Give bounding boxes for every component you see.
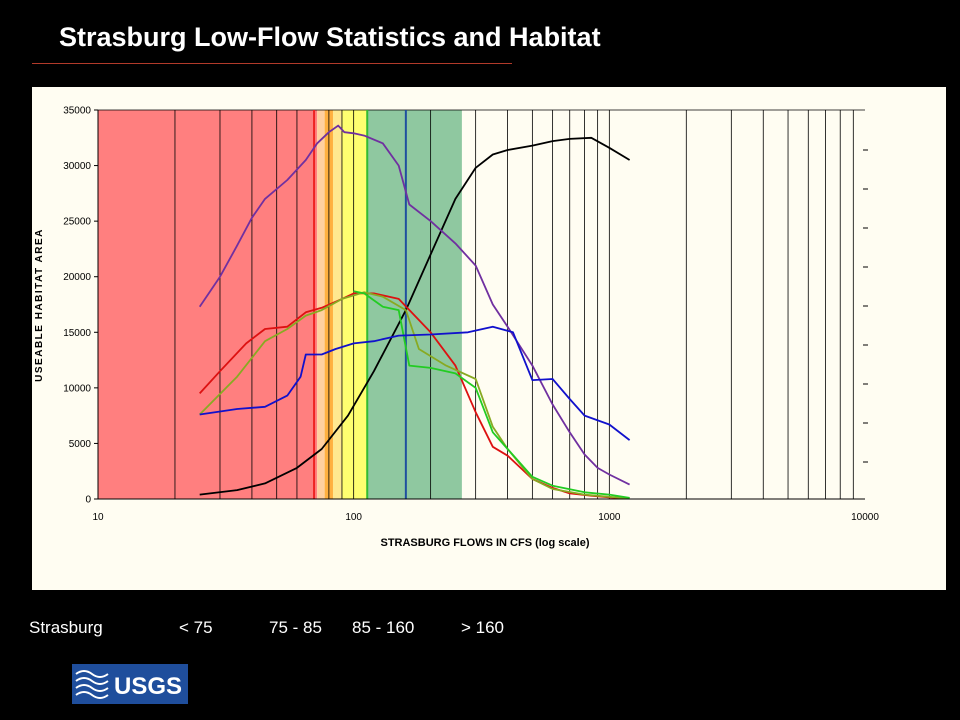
x-tick-label: 10000 [851, 512, 879, 523]
x-tick-label: 1000 [598, 512, 621, 523]
series-lines [198, 124, 631, 500]
flow-band-0 [98, 110, 318, 499]
grid-lines [98, 109, 865, 499]
tick-labels: 0 5000 10000 15000 20000 25000 30000 35000 10 100… [63, 106, 879, 524]
logo-background [72, 664, 188, 704]
legend-bin-high: > 160 [461, 618, 505, 637]
legend-bin-75-85: 75 - 85 [269, 618, 322, 637]
legend-bin-85-160: 85 - 160 [352, 618, 415, 637]
habitat-flow-chart: 0 5000 10000 15000 20000 25000 30000 35000 10 100… [34, 106, 879, 550]
series-line-1 [198, 124, 631, 486]
axes [94, 109, 865, 500]
chart-panel: 0 5000 10000 15000 20000 25000 30000 35000 10 100… [32, 87, 946, 590]
right-axis-ticks [863, 149, 868, 463]
series-line-0 [199, 136, 631, 496]
y-tick-label: 0 [85, 495, 91, 506]
series-line-5 [199, 325, 631, 441]
series-line-3 [199, 291, 630, 500]
y-axis-label: USEABLE HABITAT AREA [34, 228, 45, 382]
x-tick-label: 100 [345, 512, 362, 523]
y-tick-label: 5000 [69, 439, 92, 450]
logo-wave-mark [75, 670, 109, 699]
x-axis-label: STRASBURG FLOWS IN CFS (log scale) [380, 537, 589, 549]
y-tick-label: 35000 [63, 106, 91, 117]
slide-title: Strasburg Low-Flow Statistics and Habita… [59, 22, 601, 52]
title-underline [32, 63, 512, 64]
flow-band-5 [367, 110, 462, 499]
threshold-lines [313, 110, 407, 499]
legend-bin-low: < 75 [179, 618, 213, 637]
flow-bands [98, 110, 462, 499]
usgs-logo: USGS [72, 664, 188, 704]
logo-wordmark: USGS [114, 673, 182, 700]
flow-band-4 [341, 110, 368, 499]
flow-band-3 [332, 110, 342, 499]
legend-site-label: Strasburg [29, 618, 103, 637]
y-tick-label: 15000 [63, 328, 91, 339]
y-tick-label: 30000 [63, 161, 91, 172]
y-tick-label: 10000 [63, 383, 91, 394]
flow-band-1 [317, 110, 325, 499]
y-tick-label: 20000 [63, 272, 91, 283]
y-tick-label: 25000 [63, 217, 91, 228]
x-tick-label: 10 [92, 512, 104, 523]
series-line-4 [353, 290, 630, 499]
